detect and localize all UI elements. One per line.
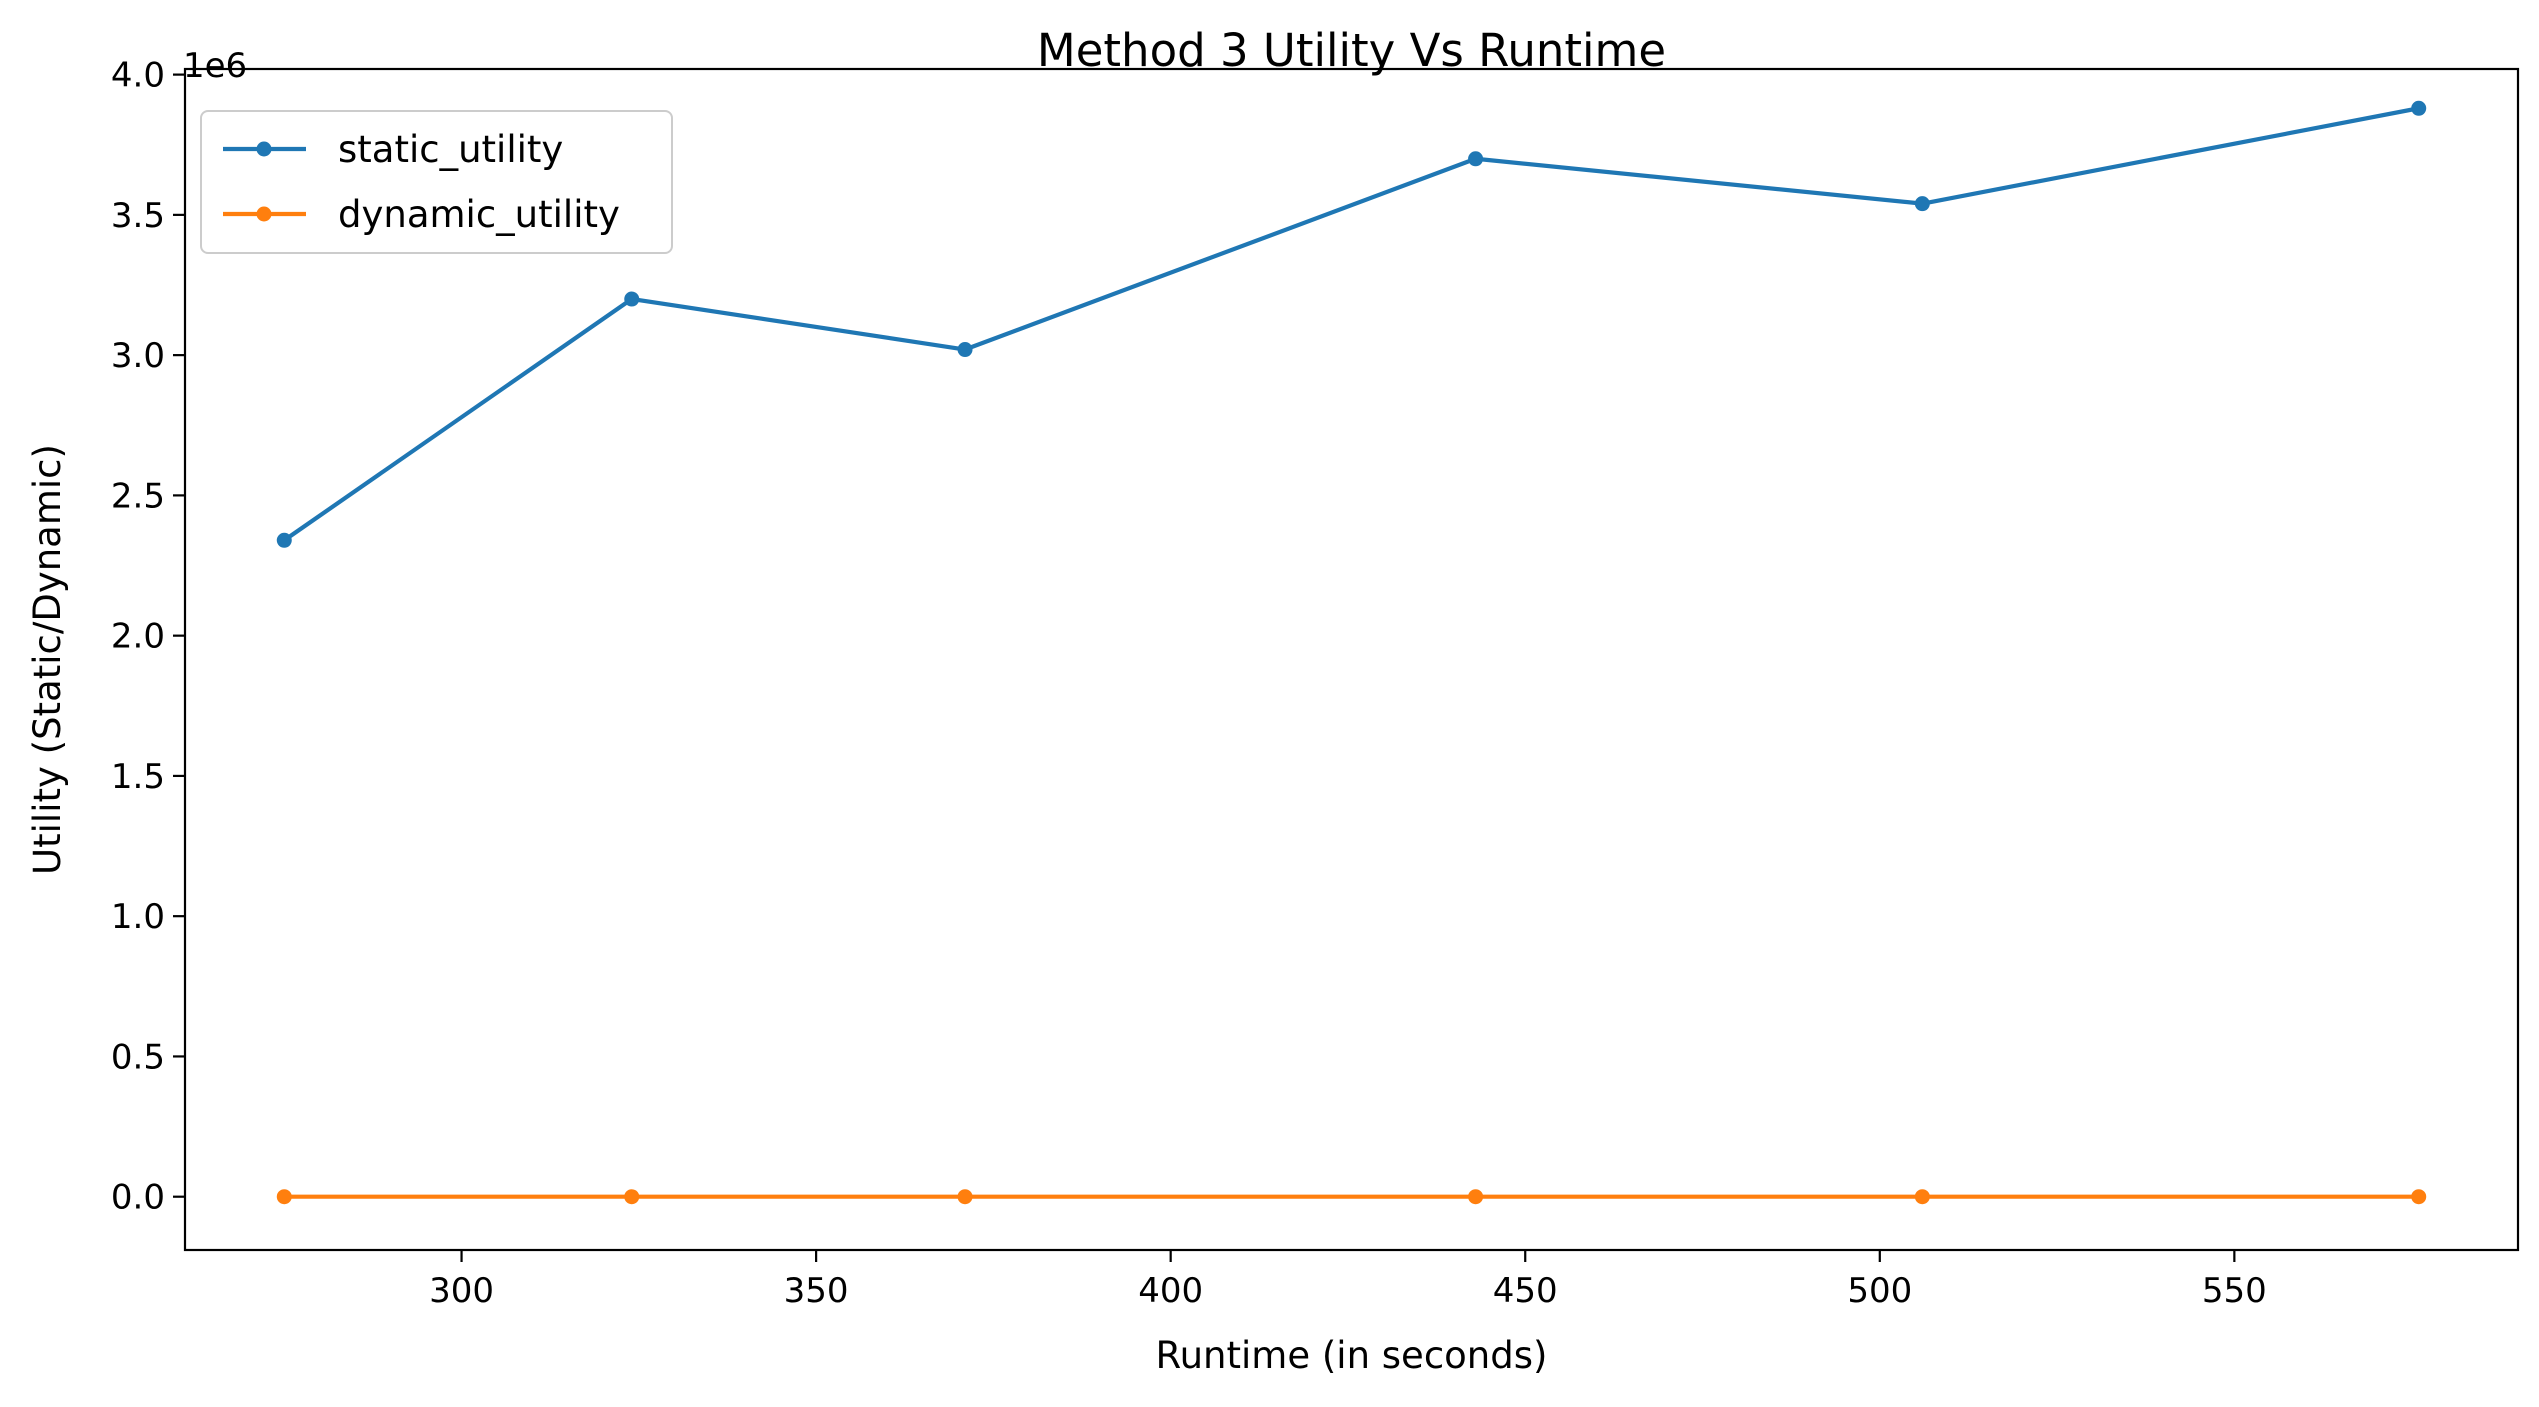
data-point	[276, 532, 292, 548]
y-tick-label: 2.0	[111, 617, 165, 657]
y-tick-label: 4.0	[111, 56, 165, 96]
y-axis-label: Utility (Static/Dynamic)	[26, 444, 69, 875]
y-tick-label: 0.0	[111, 1178, 165, 1218]
plot-area	[183, 67, 2520, 1252]
plot-frame	[183, 67, 2520, 1252]
legend-label: dynamic_utility	[338, 193, 620, 236]
series-line	[281, 105, 2422, 544]
legend-label: static_utility	[338, 128, 563, 171]
x-axis-label: Runtime (in seconds)	[1156, 1334, 1548, 1377]
x-tick-label: 350	[784, 1271, 849, 1311]
axis-ticks: 300 350 400 450 500 550 0.0 0.5 1.0 1.5 2.0 2.5 3.0 3…	[111, 56, 2267, 1311]
x-tick-label: 300	[429, 1271, 494, 1311]
data-point	[624, 291, 640, 307]
y-tick-label: 1.0	[111, 897, 165, 937]
x-tick-label: 550	[2202, 1271, 2267, 1311]
data-point	[1914, 196, 1930, 212]
legend: static_utility dynamic_utility	[200, 110, 673, 254]
series-lines	[276, 100, 2427, 1205]
data-point	[957, 1189, 973, 1205]
legend-swatch-marker	[256, 206, 272, 222]
data-point	[276, 1189, 292, 1205]
x-tick-label: 400	[1138, 1271, 1203, 1311]
legend-box	[200, 110, 673, 254]
y-tick-label: 3.0	[111, 336, 165, 376]
y-tick-label: 0.5	[111, 1037, 165, 1077]
data-point	[624, 1189, 640, 1205]
data-point	[2411, 1189, 2427, 1205]
y-tick-label: 1.5	[111, 757, 165, 797]
data-point	[1468, 151, 1484, 167]
y-tick-label: 2.5	[111, 476, 165, 516]
x-tick-label: 450	[1493, 1271, 1558, 1311]
x-tick-label: 500	[1847, 1271, 1912, 1311]
data-point	[1468, 1189, 1484, 1205]
data-point	[2411, 100, 2427, 116]
y-tick-label: 3.5	[111, 196, 165, 236]
data-point	[1914, 1189, 1930, 1205]
data-point	[957, 342, 973, 358]
series-dynamic-utility	[276, 1189, 2427, 1205]
series-static-utility	[276, 100, 2427, 548]
y-axis-offset-label: 1e6	[183, 46, 247, 86]
legend-swatch-marker	[256, 141, 272, 157]
